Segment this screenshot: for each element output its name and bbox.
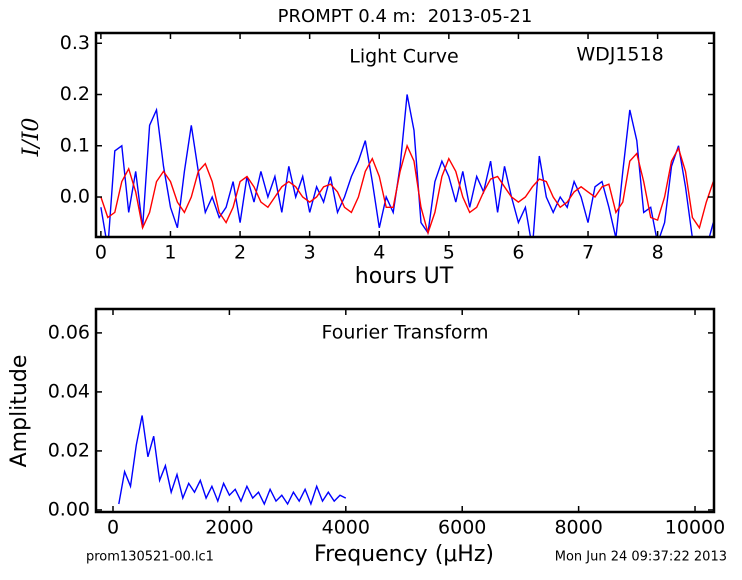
y-tick-label: 0.3 (60, 32, 90, 54)
x-tick-label: 7 (582, 242, 594, 264)
x-tick-label: 0 (95, 242, 107, 264)
y-tick-label: 0.00 (48, 498, 90, 520)
x-tick-label: 0 (107, 517, 119, 539)
x-tick-label: 6000 (438, 517, 486, 539)
annotation: WDJ1518 (576, 44, 663, 66)
annotation: Light Curve (349, 46, 459, 68)
y-tick-label: 0.04 (48, 380, 90, 402)
x-tick-label: 8 (652, 242, 664, 264)
x-tick-label: 1 (164, 242, 176, 264)
y-axis-label: Amplitude (7, 355, 32, 468)
data-line (100, 94, 714, 237)
x-axis-label: hours UT (355, 264, 454, 289)
footer-left: prom130521-00.lc1 (86, 550, 214, 565)
x-tick-label: 2000 (205, 517, 253, 539)
plot-frame (94, 31, 716, 239)
x-tick-label: 5 (443, 242, 455, 264)
data-line (118, 415, 347, 507)
y-tick-label: 0.06 (48, 321, 90, 343)
x-tick-label: 6 (512, 242, 524, 264)
y-tick-label: 0.02 (48, 439, 90, 461)
plot-frame (94, 307, 716, 514)
x-tick-label: 10000 (665, 517, 725, 539)
y-tick-label: 0.2 (60, 83, 90, 105)
y-axis-label: I/I0 (19, 118, 44, 158)
x-tick-label: 3 (304, 242, 316, 264)
x-tick-label: 2 (234, 242, 246, 264)
x-tick-label: 8000 (554, 517, 602, 539)
y-tick-label: 0.0 (60, 186, 90, 208)
figure-title: PROMPT 0.4 m: 2013-05-21 (278, 6, 533, 27)
annotation: Fourier Transform (321, 322, 488, 344)
footer-right: Mon Jun 24 09:37:22 2013 (555, 550, 727, 565)
data-line (100, 143, 714, 236)
x-axis-label: Frequency (μHz) (314, 542, 494, 567)
y-tick-label: 0.1 (60, 134, 90, 156)
x-tick-label: 4000 (322, 517, 370, 539)
x-tick-label: 4 (373, 242, 385, 264)
